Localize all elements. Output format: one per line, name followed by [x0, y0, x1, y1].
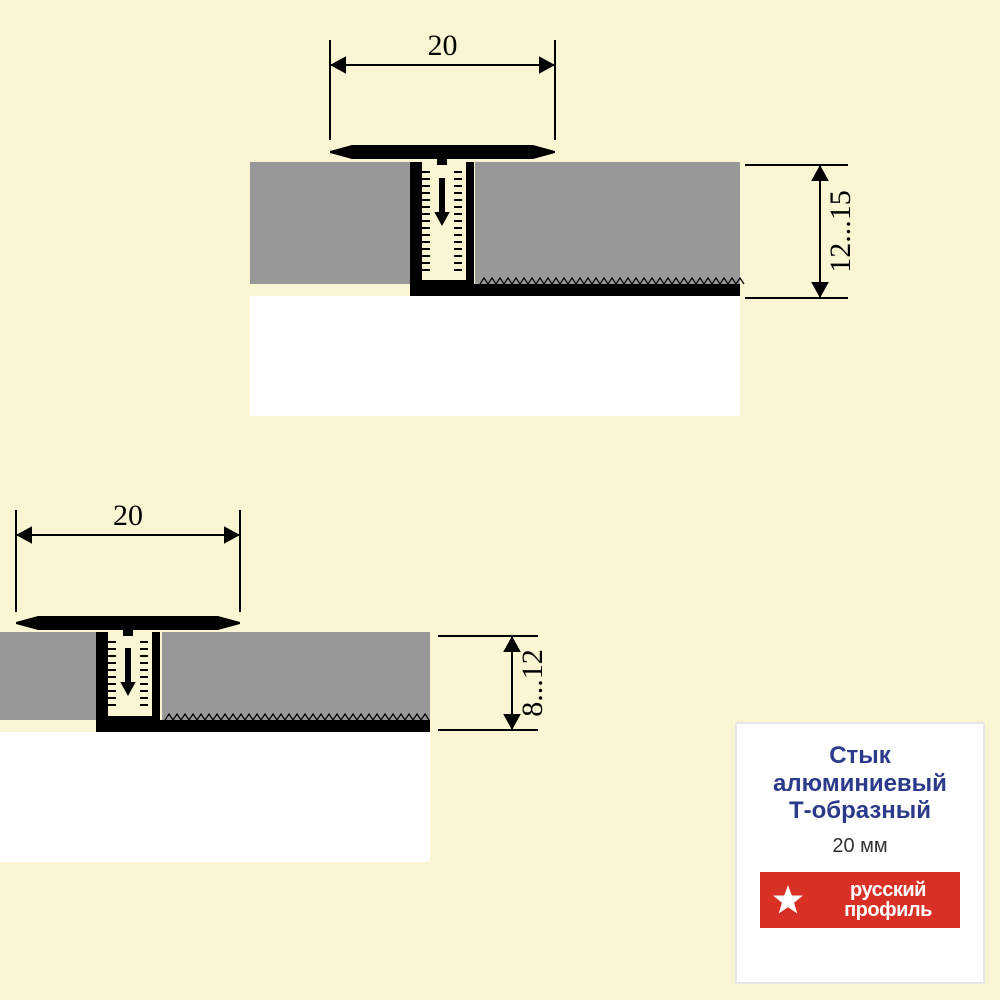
profile-cap	[330, 145, 555, 159]
brand-logo: русскийпрофиль	[760, 872, 960, 928]
floor-left	[250, 162, 410, 284]
subfloor	[250, 296, 740, 416]
floor-right	[162, 632, 430, 720]
profile-cap	[16, 616, 240, 630]
star-icon	[760, 872, 816, 928]
floor-left	[0, 632, 96, 720]
product-info-card: Стык алюминиевый Т-образный 20 мм русскийп…	[735, 722, 985, 984]
floor-right	[475, 162, 740, 284]
svg-text:12...15: 12...15	[824, 190, 857, 273]
svg-text:20: 20	[113, 499, 143, 532]
svg-text:20: 20	[428, 29, 458, 62]
brand-logo-text: русскийпрофиль	[816, 872, 960, 928]
product-subtitle: 20 мм	[737, 835, 983, 858]
subfloor	[0, 732, 430, 862]
product-title: Стык алюминиевый Т-образный	[737, 742, 983, 825]
svg-text:8...12: 8...12	[516, 649, 549, 717]
